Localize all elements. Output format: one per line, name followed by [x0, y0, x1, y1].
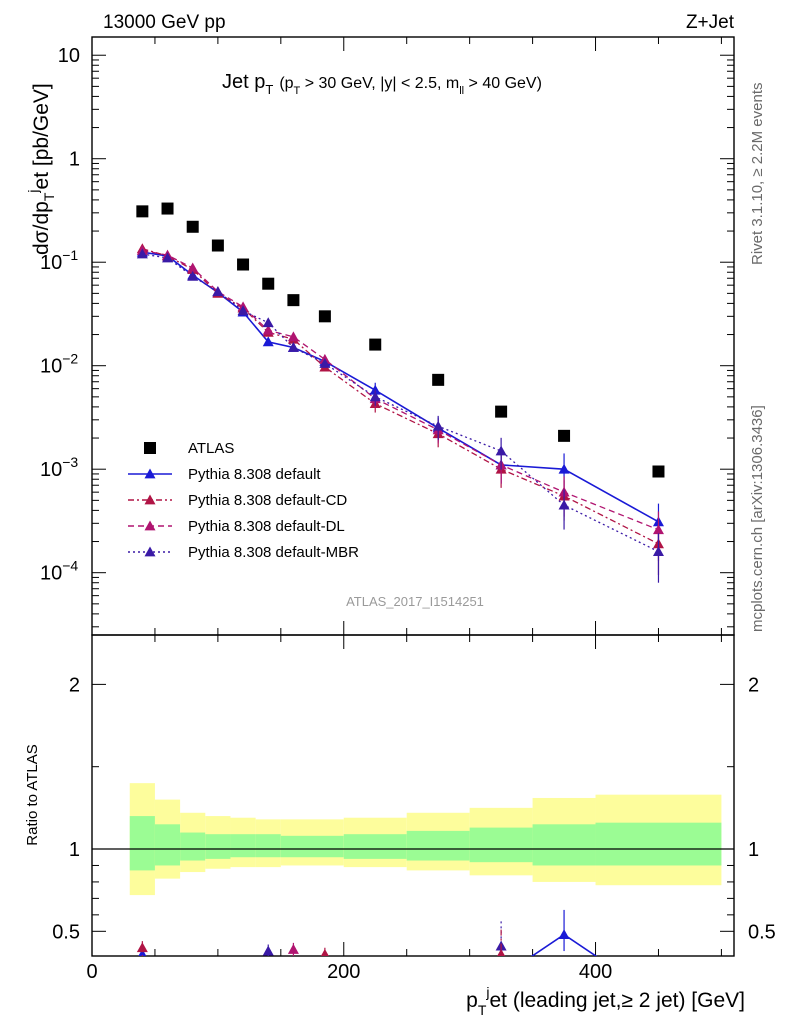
atlas-point [237, 258, 250, 271]
series-marker-4 [136, 248, 148, 259]
uncertainty-band-inner [180, 832, 206, 861]
y-tick-label: 10−3 [40, 454, 78, 481]
ratio-y-tick-label: 0.5 [52, 921, 80, 943]
uncertainty-band-inner [343, 834, 407, 859]
ratio-series-group [136, 909, 598, 956]
uncertainty-band-inner [230, 834, 256, 858]
atlas-point [369, 338, 382, 351]
legend-label-2: Pythia 8.308 default-CD [188, 492, 347, 509]
ratio-points [136, 909, 598, 956]
main-series-group [136, 202, 665, 583]
atlas-point [558, 429, 571, 442]
uncertainty-band-inner [595, 822, 722, 866]
header-energy: 13000 GeV pp [103, 12, 226, 33]
series-marker-4 [495, 445, 507, 456]
uncertainty-band-inner [306, 835, 344, 858]
legend-marker-1 [144, 468, 156, 479]
y-tick-label: 1 [69, 149, 80, 171]
series-marker-1 [558, 463, 570, 474]
series-marker-3 [262, 324, 274, 335]
ratio-default-line [530, 933, 598, 956]
uncertainty-band-inner [406, 830, 470, 861]
x-tick-label: 200 [327, 961, 360, 983]
series-marker-4 [432, 420, 444, 431]
legend-marker-3 [144, 520, 156, 531]
legend-marker-atlas [144, 442, 156, 454]
atlas-point [495, 405, 508, 418]
series-marker-4 [212, 286, 224, 297]
ratio-frame [91, 634, 735, 957]
ratio-y-label: Ratio to ATLAS [24, 744, 41, 845]
mcplots-label: mcplots.cern.ch [arXiv:1306.3436] [749, 405, 766, 632]
ratio-y-tick-label-right: 0.5 [748, 921, 776, 943]
ratio-marker [262, 945, 274, 956]
x-tick-label: 400 [579, 961, 612, 983]
ratio-marker [136, 942, 148, 953]
atlas-point [186, 220, 199, 233]
series-marker-4 [558, 499, 570, 510]
legend-label-3: Pythia 8.308 default-DL [188, 518, 345, 535]
series-marker-4 [652, 546, 664, 556]
series-marker-3 [652, 524, 664, 535]
series-marker-4 [369, 391, 381, 402]
header-process: Z+Jet [686, 12, 735, 33]
legend-label-0: ATLAS [188, 440, 234, 457]
series-marker-3 [287, 331, 299, 342]
legend-label-4: Pythia 8.308 default-MBR [188, 544, 359, 561]
y-tick-label: 10−1 [40, 247, 78, 274]
ratio-y-tick-label: 2 [69, 674, 80, 696]
ratio-y-tick-label-right: 1 [748, 839, 759, 861]
ratio-axis-ticks: 0.5 0.5 1 1 2 2 0 200 400 [52, 635, 776, 983]
series-marker-4 [162, 252, 174, 263]
ratio-marker [138, 948, 147, 956]
series-marker-4 [287, 341, 299, 352]
uncertainty-band-inner [205, 834, 231, 859]
atlas-point [211, 239, 224, 252]
x-tick-label: 0 [86, 961, 97, 983]
ratio-y-tick-label: 1 [69, 839, 80, 861]
legend-label-1: Pythia 8.308 default [188, 466, 321, 483]
series-marker-1 [262, 336, 274, 347]
x-axis-label: pTjet (leading jet,≥ 2 jet) [GeV] [466, 984, 745, 1018]
series-marker-4 [237, 305, 249, 316]
y-tick-label: 10 [58, 45, 80, 67]
analysis-id: ATLAS_2017_I1514251 [346, 594, 484, 609]
y-axis-label: dσ/dpTjet [pb/GeV] [25, 83, 57, 255]
uncertainty-band-inner [255, 834, 281, 858]
uncertainty-band-inner [532, 824, 596, 866]
rivet-label: Rivet 3.1.10, ≥ 2.2M events [749, 83, 766, 266]
atlas-point [652, 465, 665, 478]
legend-marker-2 [144, 494, 156, 505]
ratio-marker [287, 943, 299, 954]
atlas-point [262, 277, 275, 290]
ratio-marker [320, 948, 329, 956]
plot-title: Jet pT (pT > 30 GeV, |y| < 2.5, mll > 40 … [222, 71, 542, 97]
atlas-point [136, 205, 149, 218]
ratio-marker [497, 948, 506, 956]
y-tick-label: 10−4 [40, 558, 78, 585]
legend-marker-4 [144, 546, 156, 557]
series-marker-3 [187, 262, 199, 273]
uncertainty-band-inner [469, 827, 533, 863]
uncertainty-band-inner [154, 824, 181, 866]
atlas-point [318, 310, 331, 323]
series-marker-4 [187, 270, 199, 281]
uncertainty-band-inner [280, 835, 306, 858]
series-marker-4 [262, 317, 274, 328]
legend: ATLAS Pythia 8.308 default Pythia 8.308 de… [128, 440, 359, 561]
atlas-point [161, 202, 174, 215]
ratio-y-tick-label-right: 2 [748, 674, 759, 696]
atlas-point [287, 294, 300, 307]
main-axis-ticks: 10−4 10−3 10−2 10−1 1 10 [40, 37, 734, 635]
uncertainty-band-inner [129, 816, 155, 871]
ratio-panel [92, 783, 734, 896]
y-tick-label: 10−2 [40, 351, 78, 378]
atlas-point [432, 373, 445, 386]
series-marker-4 [319, 358, 331, 368]
